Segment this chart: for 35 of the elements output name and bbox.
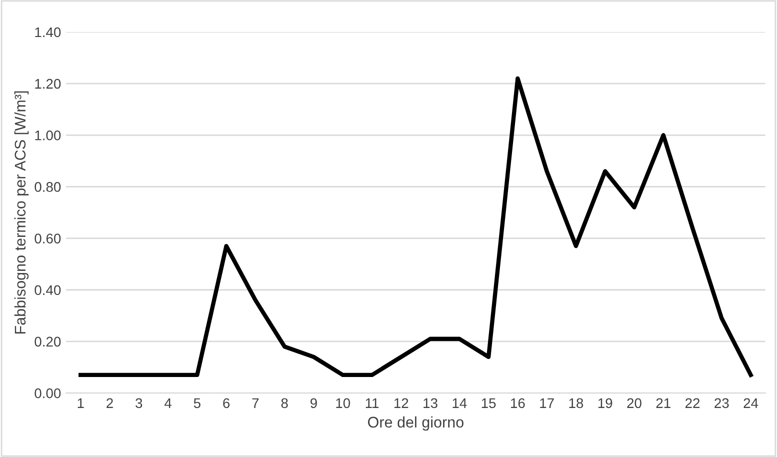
x-tick-label: 7 (252, 398, 259, 408)
x-tick-label: 12 (394, 398, 408, 408)
x-tick-label: 9 (310, 398, 317, 408)
x-tick-label: 18 (569, 398, 584, 408)
y-tick-label: 0.60 (34, 234, 61, 244)
x-tick-label: 1 (78, 398, 84, 408)
y-axis-title: Fabbisogno termico per ACS [W/m³] (14, 91, 29, 334)
x-tick-label: 19 (598, 398, 612, 408)
y-tick-label: 0.00 (34, 388, 61, 398)
x-tick-label: 2 (106, 398, 113, 408)
y-tick-label: 1.00 (35, 130, 61, 140)
y-tick-label: 0.80 (34, 182, 61, 192)
x-tick-label: 17 (540, 398, 554, 408)
y-tick-label: 1.40 (35, 27, 61, 38)
line-series (78, 76, 753, 378)
x-tick-label: 24 (744, 398, 758, 408)
y-tick-label: 0.40 (34, 285, 61, 296)
x-tick-label: 6 (223, 398, 230, 408)
x-tick-label: 4 (164, 398, 172, 408)
y-tick-label: 1.20 (35, 78, 61, 89)
x-tick-label: 11 (366, 398, 379, 408)
x-tick-label: 22 (685, 398, 700, 408)
y-tick-label: 0.20 (34, 336, 61, 347)
x-axis-title: Ore del giorno (368, 416, 464, 431)
x-tick-label: 15 (482, 398, 496, 408)
x-tick-label: 14 (452, 398, 467, 408)
x-tick-label: 13 (424, 398, 438, 408)
x-tick-label: 16 (511, 398, 525, 408)
x-tick-label: 20 (627, 398, 642, 408)
x-tick-label: 21 (656, 398, 670, 408)
x-tick-label: 5 (194, 398, 200, 408)
x-tick-label: 3 (136, 398, 142, 408)
x-tick-label: 8 (281, 398, 288, 408)
x-tick-label: 23 (714, 398, 729, 408)
x-tick-label: 10 (336, 398, 350, 408)
